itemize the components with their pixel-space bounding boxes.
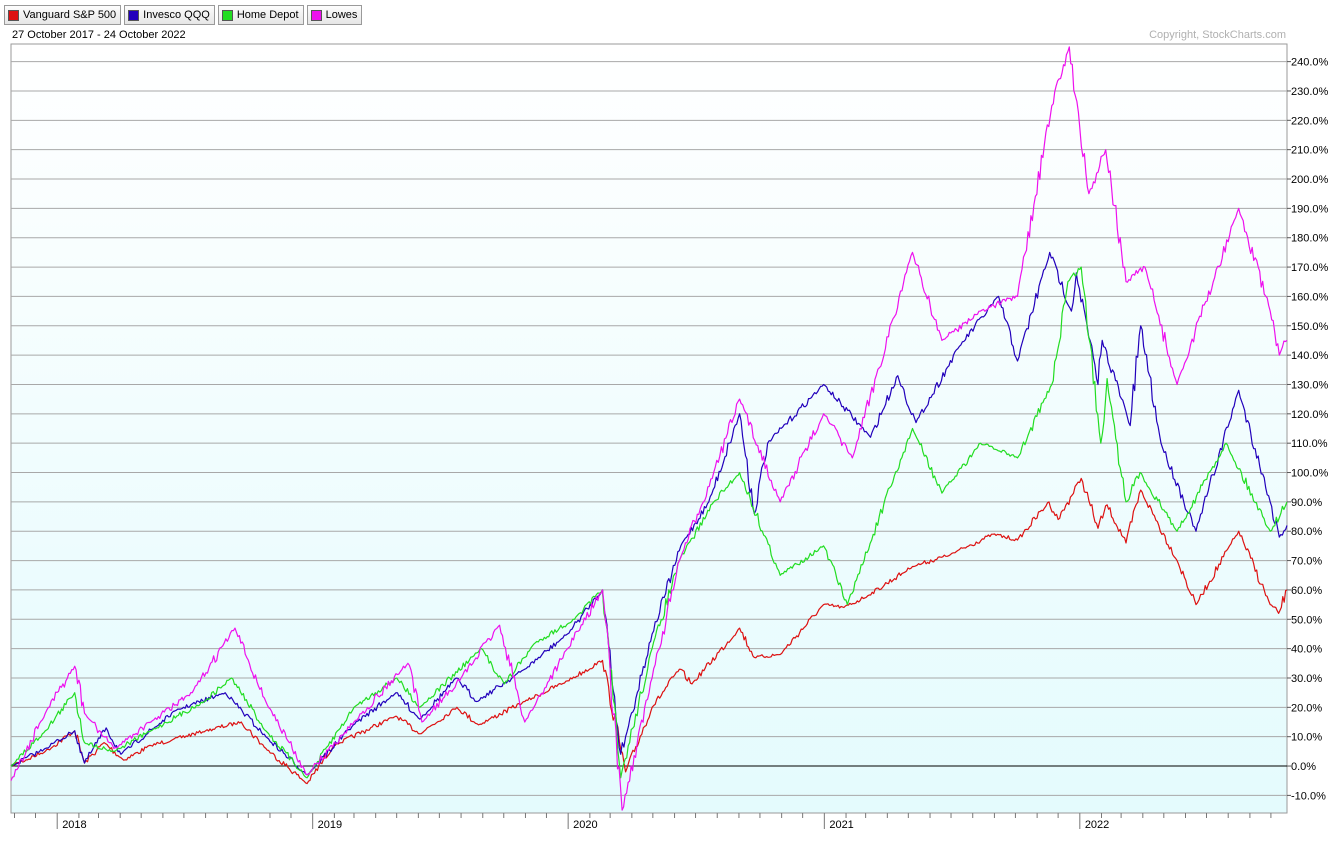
y-tick-label: 180.0% <box>1291 233 1329 245</box>
gridlines <box>11 61 1287 796</box>
x-tick-label: 2018 <box>62 819 86 831</box>
y-tick-label: 20.0% <box>1291 702 1322 714</box>
y-tick-label: 30.0% <box>1291 673 1322 685</box>
series-line-invesco-qqq <box>10 251 1288 776</box>
y-tick-label: 60.0% <box>1291 585 1322 597</box>
legend-item-invesco-qqq[interactable]: Invesco QQQ <box>124 5 215 25</box>
y-tick-label: 200.0% <box>1291 174 1329 186</box>
legend-swatch <box>128 9 140 21</box>
chart-legend: Vanguard S&P 500 Invesco QQQ Home Depot Low… <box>4 5 363 25</box>
series-line-vanguard-s-p-500 <box>10 477 1288 785</box>
legend-label: Lowes <box>325 9 358 21</box>
axes: -10.0% 0.0% 10.0% 20.0% 30.0% 40.0% 50.0% 60.0%… <box>13 57 1329 831</box>
y-tick-label: 170.0% <box>1291 262 1329 274</box>
legend-swatch <box>8 9 19 21</box>
y-tick-label: 120.0% <box>1291 409 1329 421</box>
y-tick-label: 130.0% <box>1291 379 1329 391</box>
y-tick-label: 70.0% <box>1291 556 1322 568</box>
x-tick-label: 2020 <box>573 819 597 831</box>
legend-swatch <box>310 9 322 21</box>
y-tick-label: 80.0% <box>1291 526 1322 538</box>
y-tick-label: 40.0% <box>1291 644 1322 656</box>
y-tick-label: 100.0% <box>1291 468 1329 480</box>
x-tick-label: 2019 <box>318 819 342 831</box>
legend-label: Vanguard S&P 500 <box>23 9 117 21</box>
y-tick-label: 230.0% <box>1291 86 1329 98</box>
y-tick-label: 90.0% <box>1291 497 1322 509</box>
x-tick-label: 2022 <box>1085 819 1109 831</box>
y-tick-label: 160.0% <box>1291 291 1329 303</box>
y-tick-label: 220.0% <box>1291 115 1329 127</box>
copyright-notice: Copyright, StockCharts.com <box>1149 29 1286 41</box>
y-tick-label: 0.0% <box>1291 761 1316 773</box>
series-lines <box>10 46 1288 811</box>
y-tick-label: 210.0% <box>1291 145 1329 157</box>
y-tick-label: -10.0% <box>1291 790 1326 802</box>
y-tick-label: 140.0% <box>1291 350 1329 362</box>
legend-label: Home Depot <box>236 9 299 21</box>
legend-swatch <box>221 9 233 21</box>
legend-item-lowes[interactable]: Lowes <box>306 5 363 25</box>
y-tick-label: 240.0% <box>1291 57 1329 69</box>
plot-area <box>10 43 1288 814</box>
legend-item-home-depot[interactable]: Home Depot <box>217 5 304 25</box>
y-tick-label: 50.0% <box>1291 614 1322 626</box>
date-range-label: 27 October 2017 - 24 October 2022 <box>12 29 186 41</box>
y-tick-label: 150.0% <box>1291 321 1329 333</box>
series-line-home-depot <box>10 266 1288 779</box>
y-tick-label: 190.0% <box>1291 203 1329 215</box>
legend-label: Invesco QQQ <box>143 9 210 21</box>
y-tick-label: 10.0% <box>1291 732 1322 744</box>
series-line-lowes <box>10 46 1288 811</box>
x-tick-label: 2021 <box>829 819 853 831</box>
legend-item-vanguard-s-p-500[interactable]: Vanguard S&P 500 <box>4 5 122 25</box>
y-tick-label: 110.0% <box>1291 438 1328 450</box>
